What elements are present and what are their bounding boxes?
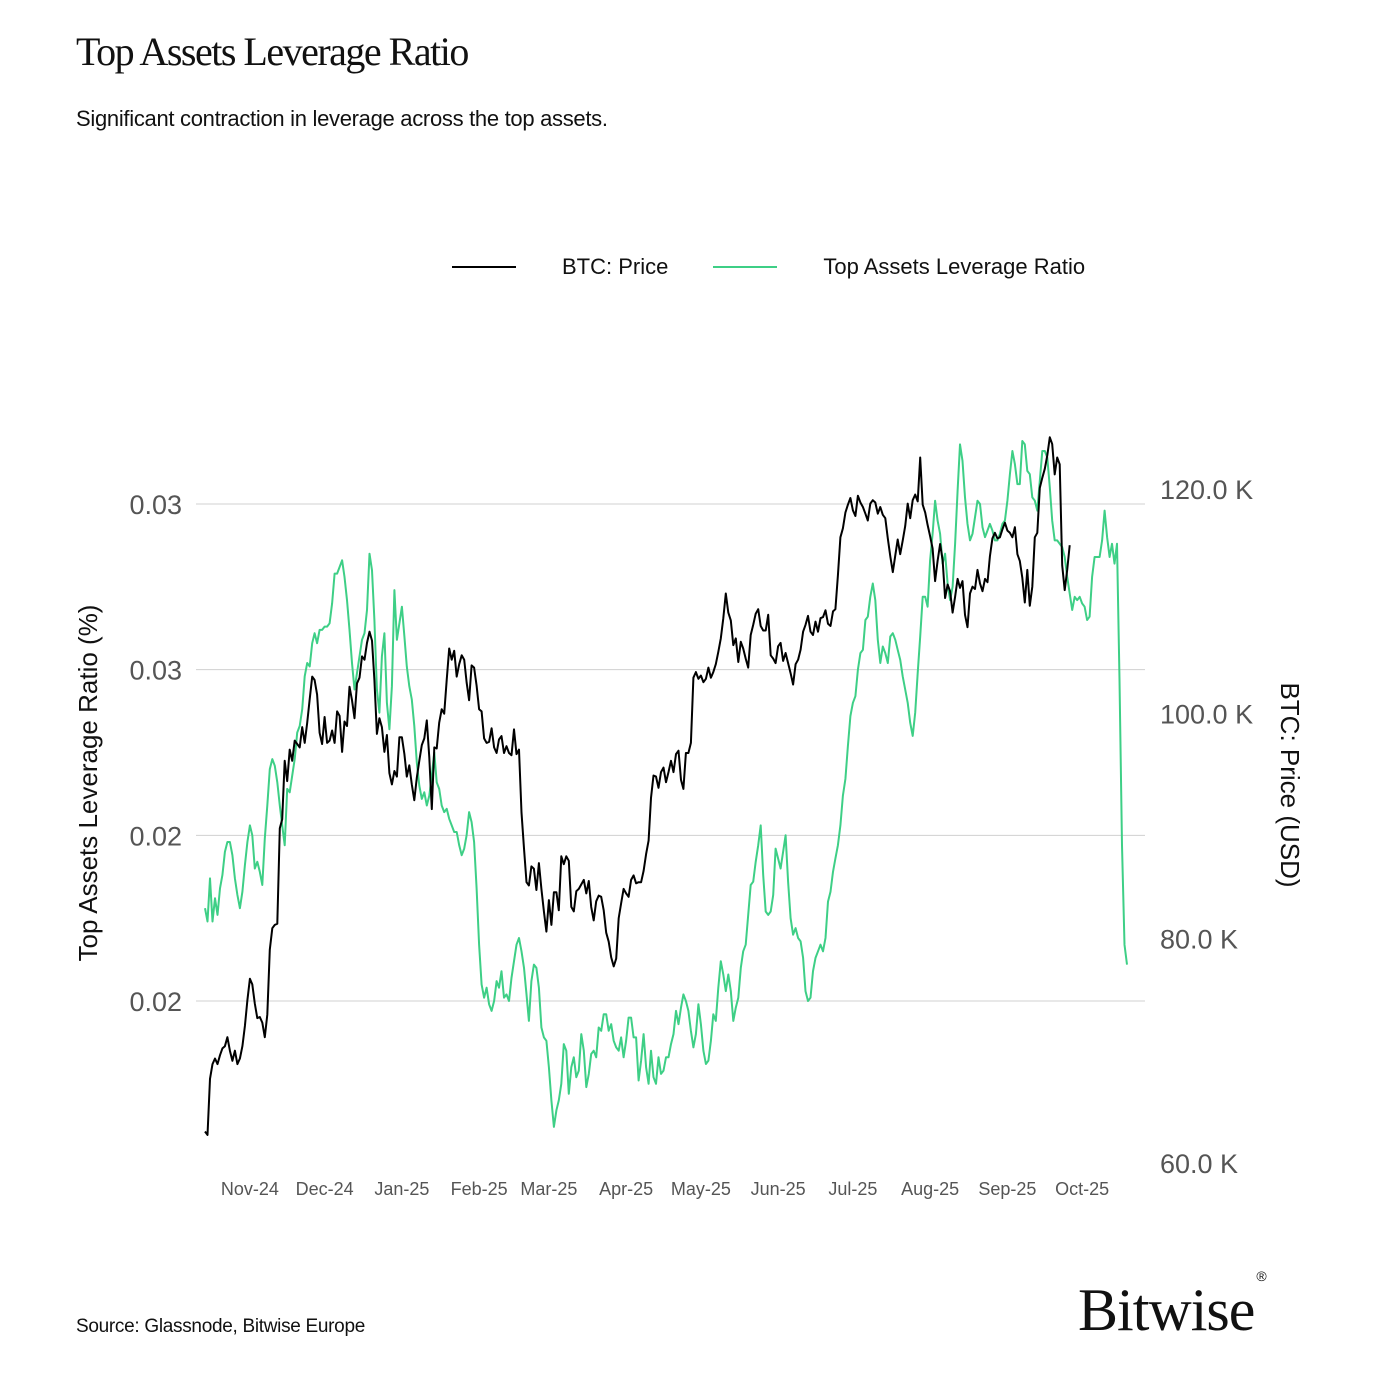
left-axis-label: Top Assets Leverage Ratio (%) xyxy=(73,605,103,962)
legend-label-leverage: Top Assets Leverage Ratio xyxy=(823,254,1086,279)
x-tick-label: Jan-25 xyxy=(374,1179,429,1199)
right-axis-label: BTC: Price (USD) xyxy=(1275,682,1305,887)
right-axis-ticks: 120.0 K 100.0 K 80.0 K 60.0 K xyxy=(1160,475,1253,1179)
x-tick-label: Feb-25 xyxy=(451,1179,508,1199)
x-tick-label: May-25 xyxy=(671,1179,731,1199)
gridlines xyxy=(196,503,1145,1002)
right-tick-label: 60.0 K xyxy=(1160,1149,1238,1179)
x-tick-label: Jun-25 xyxy=(751,1179,806,1199)
chart-subtitle: Significant contraction in leverage acro… xyxy=(76,106,608,131)
x-axis-ticks: Nov-24 Dec-24 Jan-25 Feb-25 Mar-25 Apr-25 May-… xyxy=(221,1179,1109,1199)
legend-label-btc-price: BTC: Price xyxy=(562,254,669,279)
left-tick-label: 0.03 xyxy=(129,656,182,686)
series-line-leverage xyxy=(204,440,1128,1128)
x-tick-label: Dec-24 xyxy=(296,1179,354,1199)
left-tick-label: 0.02 xyxy=(129,821,182,851)
left-axis-ticks: 0.03 0.03 0.02 0.02 xyxy=(129,490,182,1017)
x-tick-label: Sep-25 xyxy=(978,1179,1036,1199)
legend-item-leverage[interactable]: Top Assets Leverage Ratio xyxy=(713,254,1085,280)
source-note: Source: Glassnode, Bitwise Europe xyxy=(76,1316,365,1337)
x-tick-label: Oct-25 xyxy=(1055,1179,1109,1199)
left-tick-label: 0.03 xyxy=(129,490,182,520)
legend: BTC: Price Top Assets Leverage Ratio xyxy=(452,252,1085,282)
bitwise-logo: Bitwise® xyxy=(1078,1268,1267,1345)
x-tick-label: Apr-25 xyxy=(599,1179,653,1199)
legend-swatch-btc-price xyxy=(452,266,516,268)
legend-swatch-leverage xyxy=(713,266,778,268)
x-tick-label: Nov-24 xyxy=(221,1179,279,1199)
series-line-btc-price xyxy=(204,436,1071,1136)
right-tick-label: 80.0 K xyxy=(1160,924,1238,954)
registered-mark: ® xyxy=(1256,1268,1266,1284)
left-tick-label: 0.02 xyxy=(129,987,182,1017)
chart-title: Top Assets Leverage Ratio xyxy=(76,29,469,74)
x-tick-label: Jul-25 xyxy=(828,1179,877,1199)
right-tick-label: 120.0 K xyxy=(1160,475,1253,505)
logo-text: Bitwise xyxy=(1078,1277,1255,1343)
legend-item-btc-price[interactable]: BTC: Price xyxy=(452,254,668,280)
x-tick-label: Mar-25 xyxy=(520,1179,577,1199)
right-tick-label: 100.0 K xyxy=(1160,700,1253,730)
x-tick-label: Aug-25 xyxy=(901,1179,959,1199)
